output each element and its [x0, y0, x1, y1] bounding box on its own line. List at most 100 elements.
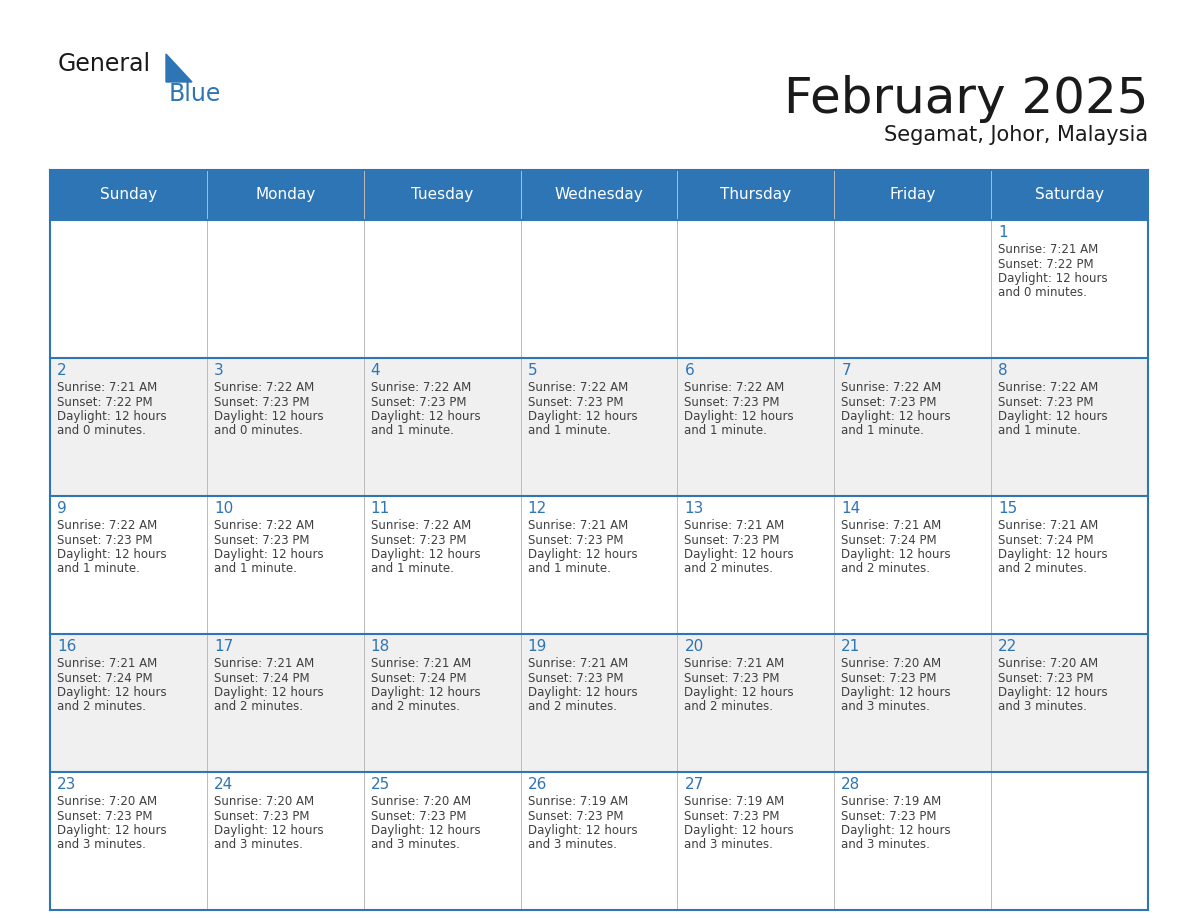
Bar — [50, 634, 207, 772]
Text: Sunset: 7:22 PM: Sunset: 7:22 PM — [998, 258, 1094, 271]
Text: Sunset: 7:24 PM: Sunset: 7:24 PM — [841, 533, 937, 546]
Text: Sunset: 7:22 PM: Sunset: 7:22 PM — [57, 396, 152, 409]
Text: Saturday: Saturday — [1035, 187, 1104, 203]
Text: Sunset: 7:23 PM: Sunset: 7:23 PM — [371, 810, 466, 823]
Text: Sunrise: 7:21 AM: Sunrise: 7:21 AM — [841, 519, 942, 532]
Text: Daylight: 12 hours: Daylight: 12 hours — [371, 548, 480, 561]
Text: Daylight: 12 hours: Daylight: 12 hours — [57, 686, 166, 699]
Text: and 2 minutes.: and 2 minutes. — [684, 700, 773, 713]
Bar — [364, 358, 520, 496]
Text: and 1 minute.: and 1 minute. — [527, 424, 611, 438]
Text: Daylight: 12 hours: Daylight: 12 hours — [527, 548, 637, 561]
Text: 5: 5 — [527, 363, 537, 378]
Text: 9: 9 — [57, 501, 67, 516]
Text: Daylight: 12 hours: Daylight: 12 hours — [998, 410, 1107, 423]
Text: February 2025: February 2025 — [784, 75, 1148, 123]
Text: Sunrise: 7:22 AM: Sunrise: 7:22 AM — [527, 381, 627, 394]
Text: General: General — [58, 52, 151, 76]
Bar — [834, 220, 991, 358]
Text: Sunrise: 7:21 AM: Sunrise: 7:21 AM — [57, 657, 157, 670]
Text: Sunrise: 7:20 AM: Sunrise: 7:20 AM — [371, 795, 470, 808]
Text: Daylight: 12 hours: Daylight: 12 hours — [214, 410, 323, 423]
Bar — [50, 772, 207, 910]
Text: Sunset: 7:23 PM: Sunset: 7:23 PM — [527, 533, 623, 546]
Text: Daylight: 12 hours: Daylight: 12 hours — [841, 410, 950, 423]
Text: Sunrise: 7:22 AM: Sunrise: 7:22 AM — [371, 381, 470, 394]
Bar — [834, 358, 991, 496]
Text: 15: 15 — [998, 501, 1017, 516]
Text: 22: 22 — [998, 639, 1017, 654]
Text: Daylight: 12 hours: Daylight: 12 hours — [684, 410, 794, 423]
Text: Sunrise: 7:20 AM: Sunrise: 7:20 AM — [214, 795, 314, 808]
Text: and 2 minutes.: and 2 minutes. — [57, 700, 146, 713]
Text: Daylight: 12 hours: Daylight: 12 hours — [684, 824, 794, 837]
Text: Sunrise: 7:20 AM: Sunrise: 7:20 AM — [57, 795, 157, 808]
Text: Sunrise: 7:21 AM: Sunrise: 7:21 AM — [214, 657, 314, 670]
Text: and 2 minutes.: and 2 minutes. — [214, 700, 303, 713]
Text: Daylight: 12 hours: Daylight: 12 hours — [371, 686, 480, 699]
Text: Sunset: 7:23 PM: Sunset: 7:23 PM — [57, 533, 152, 546]
Bar — [207, 496, 364, 634]
Text: Sunset: 7:24 PM: Sunset: 7:24 PM — [214, 671, 310, 685]
Text: Daylight: 12 hours: Daylight: 12 hours — [998, 686, 1107, 699]
Bar — [207, 358, 364, 496]
Text: Sunrise: 7:21 AM: Sunrise: 7:21 AM — [684, 657, 785, 670]
Bar — [677, 220, 834, 358]
Text: 12: 12 — [527, 501, 546, 516]
Text: Sunrise: 7:22 AM: Sunrise: 7:22 AM — [684, 381, 785, 394]
Text: Daylight: 12 hours: Daylight: 12 hours — [527, 686, 637, 699]
Text: 2: 2 — [57, 363, 67, 378]
Text: 13: 13 — [684, 501, 703, 516]
Text: 8: 8 — [998, 363, 1007, 378]
Bar — [520, 170, 677, 220]
Text: Sunset: 7:23 PM: Sunset: 7:23 PM — [57, 810, 152, 823]
Text: 6: 6 — [684, 363, 694, 378]
Text: Sunrise: 7:22 AM: Sunrise: 7:22 AM — [57, 519, 157, 532]
Text: and 2 minutes.: and 2 minutes. — [527, 700, 617, 713]
Text: and 3 minutes.: and 3 minutes. — [841, 700, 930, 713]
Text: and 0 minutes.: and 0 minutes. — [998, 286, 1087, 299]
Text: Daylight: 12 hours: Daylight: 12 hours — [57, 824, 166, 837]
Bar — [50, 496, 207, 634]
Text: Tuesday: Tuesday — [411, 187, 473, 203]
Bar — [991, 358, 1148, 496]
Text: and 3 minutes.: and 3 minutes. — [214, 838, 303, 852]
Bar — [991, 634, 1148, 772]
Bar — [364, 496, 520, 634]
Text: and 0 minutes.: and 0 minutes. — [214, 424, 303, 438]
Text: and 1 minute.: and 1 minute. — [371, 563, 454, 576]
Text: Sunset: 7:23 PM: Sunset: 7:23 PM — [998, 671, 1094, 685]
Text: Sunrise: 7:21 AM: Sunrise: 7:21 AM — [527, 657, 627, 670]
Bar — [677, 772, 834, 910]
Text: Daylight: 12 hours: Daylight: 12 hours — [214, 824, 323, 837]
Text: Sunrise: 7:21 AM: Sunrise: 7:21 AM — [998, 243, 1099, 256]
Text: Sunrise: 7:22 AM: Sunrise: 7:22 AM — [214, 519, 314, 532]
Bar — [991, 496, 1148, 634]
Text: Daylight: 12 hours: Daylight: 12 hours — [841, 686, 950, 699]
Text: Sunset: 7:23 PM: Sunset: 7:23 PM — [684, 671, 781, 685]
Text: and 3 minutes.: and 3 minutes. — [684, 838, 773, 852]
Text: and 2 minutes.: and 2 minutes. — [998, 563, 1087, 576]
Text: and 1 minute.: and 1 minute. — [998, 424, 1081, 438]
Text: Sunrise: 7:22 AM: Sunrise: 7:22 AM — [841, 381, 942, 394]
Text: Monday: Monday — [255, 187, 315, 203]
Text: Sunset: 7:23 PM: Sunset: 7:23 PM — [527, 396, 623, 409]
Text: Sunset: 7:23 PM: Sunset: 7:23 PM — [841, 671, 937, 685]
Text: 3: 3 — [214, 363, 223, 378]
Text: Sunrise: 7:22 AM: Sunrise: 7:22 AM — [371, 519, 470, 532]
Text: Sunset: 7:23 PM: Sunset: 7:23 PM — [998, 396, 1094, 409]
Bar — [677, 634, 834, 772]
Text: Sunrise: 7:20 AM: Sunrise: 7:20 AM — [841, 657, 941, 670]
Text: Daylight: 12 hours: Daylight: 12 hours — [998, 548, 1107, 561]
Text: Sunrise: 7:20 AM: Sunrise: 7:20 AM — [998, 657, 1098, 670]
Bar — [677, 358, 834, 496]
Text: Sunrise: 7:21 AM: Sunrise: 7:21 AM — [527, 519, 627, 532]
Bar — [364, 220, 520, 358]
Text: Sunrise: 7:21 AM: Sunrise: 7:21 AM — [998, 519, 1099, 532]
Text: Sunset: 7:24 PM: Sunset: 7:24 PM — [57, 671, 152, 685]
Text: Daylight: 12 hours: Daylight: 12 hours — [841, 824, 950, 837]
Text: Sunset: 7:23 PM: Sunset: 7:23 PM — [684, 810, 781, 823]
Bar — [50, 358, 207, 496]
Bar — [207, 170, 364, 220]
Text: Daylight: 12 hours: Daylight: 12 hours — [998, 272, 1107, 285]
